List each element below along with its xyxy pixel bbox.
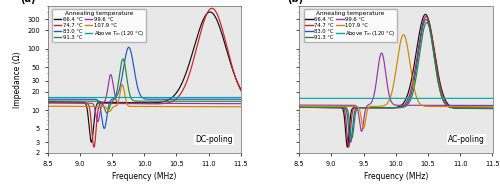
Text: (b): (b) — [288, 0, 304, 4]
Text: DC-poling: DC-poling — [196, 135, 233, 144]
Text: (a): (a) — [20, 0, 36, 4]
Legend: 66.4 °C, 74.7 °C, 83.0 °C, 91.3 °C, 99.6 °C, 107.9 °C, Above $T_m$ (120 °C): 66.4 °C, 74.7 °C, 83.0 °C, 91.3 °C, 99.6… — [304, 9, 398, 42]
Y-axis label: Impedance (Ω): Impedance (Ω) — [12, 51, 22, 108]
Legend: 66.4 °C, 74.7 °C, 83.0 °C, 91.3 °C, 99.6 °C, 107.9 °C, Above $T_m$ (120 °C): 66.4 °C, 74.7 °C, 83.0 °C, 91.3 °C, 99.6… — [52, 9, 146, 42]
X-axis label: Frequency (MHz): Frequency (MHz) — [364, 172, 428, 181]
Text: AC-poling: AC-poling — [448, 135, 485, 144]
X-axis label: Frequency (MHz): Frequency (MHz) — [112, 172, 176, 181]
